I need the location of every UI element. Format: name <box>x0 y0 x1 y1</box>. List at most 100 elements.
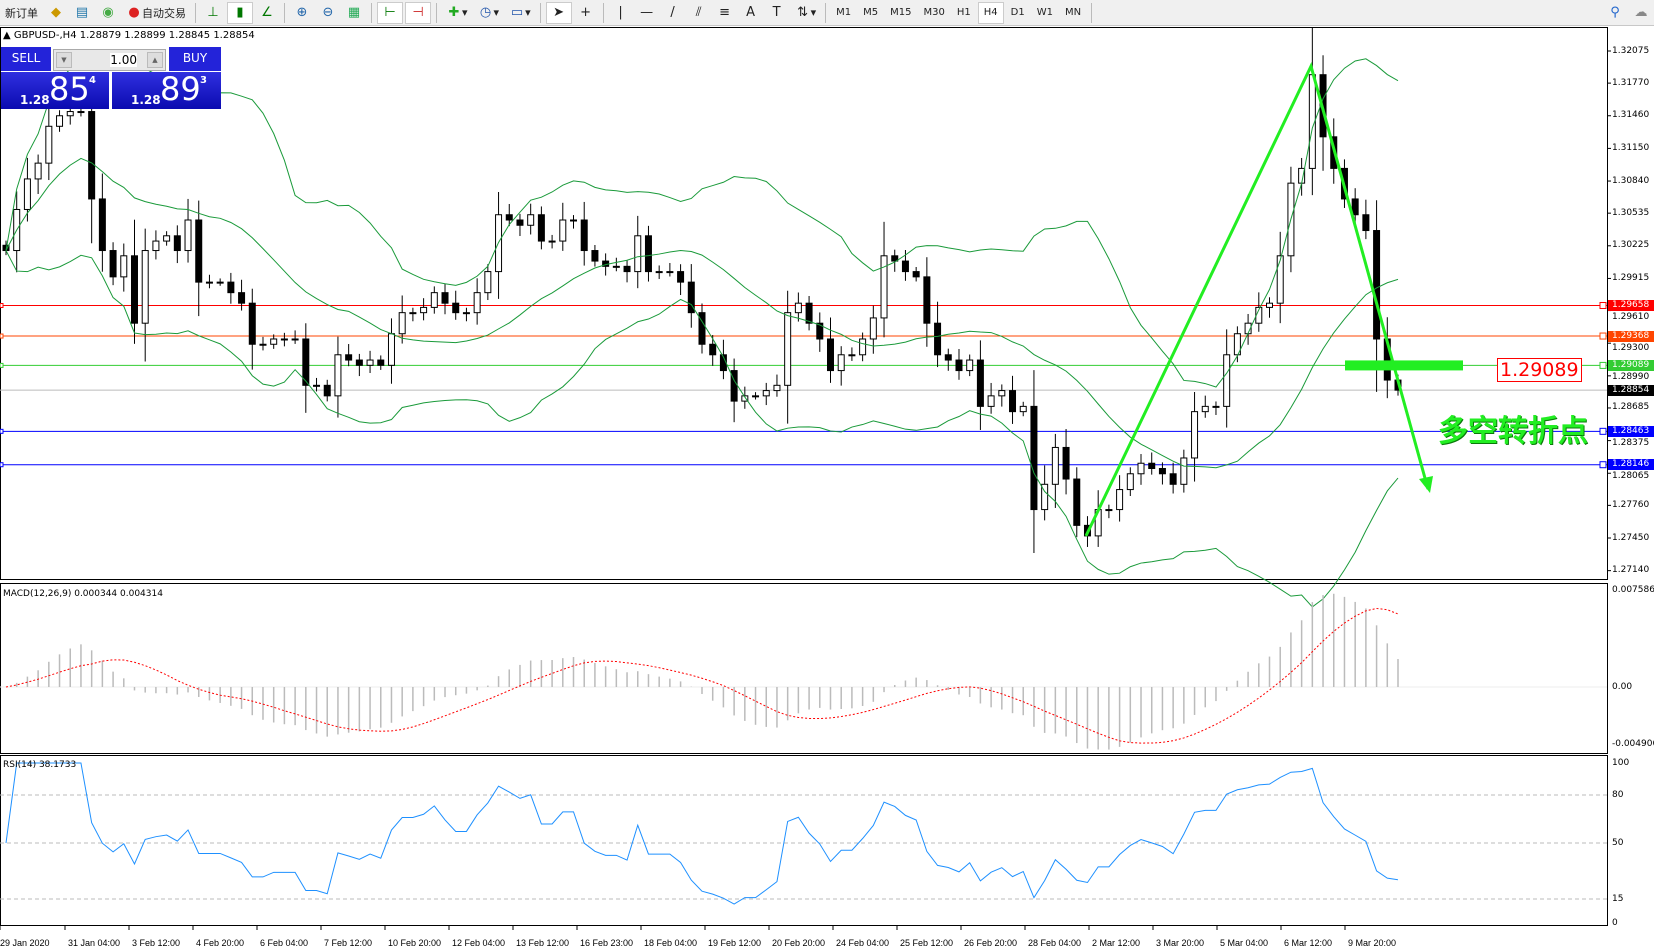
price-tag[interactable]: 1.28463 <box>1608 425 1654 437</box>
tile-windows-icon[interactable]: ▦ <box>347 4 361 20</box>
bullish-candle <box>794 302 802 314</box>
timeframe-d1[interactable]: D1 <box>1010 7 1025 18</box>
market-watch-icon[interactable]: ▤ <box>75 4 89 20</box>
sell-price[interactable]: 1.28 85 4 <box>1 70 109 109</box>
zoom-out-icon[interactable]: ⊖ <box>322 4 334 20</box>
trendline-icon[interactable]: / <box>670 4 675 20</box>
bearish-candle <box>934 322 942 356</box>
bullish-candle <box>612 265 620 268</box>
lot-decrease-button[interactable]: ▼ <box>56 52 72 68</box>
chart-canvas[interactable] <box>0 27 1654 947</box>
bar-chart-icon[interactable]: ⊥ <box>207 4 219 20</box>
timeframe-m5[interactable]: M5 <box>863 7 879 18</box>
price-tag[interactable]: 1.29658 <box>1608 300 1654 311</box>
lot-size-field[interactable]: ▼ 1.00 ▲ <box>53 49 166 71</box>
bearish-candle <box>1169 473 1177 485</box>
bearish-candle <box>826 338 834 372</box>
price-tag[interactable]: 1.29089 <box>1608 359 1654 371</box>
annotation-text[interactable]: 多空转折点 <box>1438 414 1588 449</box>
bearish-candle <box>805 302 813 324</box>
bullish-candle <box>527 214 535 226</box>
fibonacci-icon[interactable]: ≡ <box>719 4 731 20</box>
chart-shift-icon[interactable]: ⊢ <box>377 1 403 24</box>
price-axis-label: 1.28990 <box>1612 371 1650 382</box>
bearish-candle <box>955 359 963 372</box>
rsi-axis-label: 50 <box>1612 837 1624 848</box>
new-order-button[interactable]: 新订单 <box>5 6 38 20</box>
price-tag[interactable]: 1.28854 <box>1608 384 1654 396</box>
cursor-icon[interactable]: ➤ <box>545 1 572 24</box>
chat-icon[interactable]: ☁ <box>1634 4 1648 20</box>
line-chart-icon[interactable]: ∠ <box>261 4 273 20</box>
new-indicator-icon[interactable]: ✚ ▾ <box>448 4 468 20</box>
price-tag[interactable]: 1.29368 <box>1608 330 1654 342</box>
autoscroll-icon[interactable]: ⊣ <box>405 1 431 24</box>
price-axis-label: 1.28685 <box>1612 402 1650 413</box>
bollinger-middle-line <box>5 157 1399 469</box>
buy-price[interactable]: 1.28 89 3 <box>112 70 221 109</box>
bullish-candle <box>741 395 749 402</box>
line-handle <box>0 303 4 309</box>
rsi-panel-frame <box>0 755 1608 926</box>
timeframe-m30[interactable]: M30 <box>923 7 945 18</box>
text-label-icon[interactable]: T <box>772 4 781 20</box>
arrows-icon[interactable]: ⇅ ▾ <box>797 4 817 20</box>
buy-price-fraction: 3 <box>200 75 207 86</box>
text-icon[interactable]: A <box>746 4 756 20</box>
chart-window[interactable]: ▲ GBPUSD-,H4 1.28879 1.28899 1.28845 1.2… <box>0 27 1654 948</box>
bearish-candle <box>441 292 449 304</box>
gold-bars-icon[interactable]: ◆ <box>51 4 61 20</box>
candlestick-icon[interactable]: ▮ <box>227 1 253 24</box>
bullish-candle <box>848 354 856 357</box>
timeframe-h1[interactable]: H1 <box>956 7 971 18</box>
zoom-in-icon[interactable]: ⊕ <box>296 4 308 20</box>
price-axis-label: 1.31770 <box>1612 77 1650 88</box>
bearish-candle <box>323 384 331 397</box>
vertical-line-icon[interactable]: | <box>618 4 623 20</box>
lot-increase-button[interactable]: ▲ <box>147 52 163 68</box>
time-axis-label: 29 Jan 2020 <box>0 938 50 948</box>
bearish-candle <box>976 359 984 407</box>
bearish-candle <box>1073 478 1081 526</box>
chart-info: ▲ GBPUSD-,H4 1.28879 1.28899 1.28845 1.2… <box>3 30 255 41</box>
timeframe-m1[interactable]: M1 <box>836 7 852 18</box>
templates-icon[interactable]: ▭ ▾ <box>510 4 531 20</box>
bullish-candle <box>1051 446 1059 485</box>
collapse-triangle-icon[interactable]: ▲ <box>3 30 14 41</box>
bullish-candle <box>1116 489 1124 511</box>
signal-icon[interactable]: ◉ <box>102 4 114 20</box>
symbol-ohlc: GBPUSD-,H4 1.28879 1.28899 1.28845 1.288… <box>13 30 255 41</box>
bearish-candle <box>505 214 513 221</box>
auto-trading-button[interactable]: ● 自动交易 <box>122 2 190 24</box>
bullish-candle <box>77 111 85 114</box>
timeframe-mn[interactable]: MN <box>1064 7 1082 18</box>
bullish-candle <box>23 178 31 210</box>
line-handle <box>0 428 4 434</box>
timeframe-m15[interactable]: M15 <box>890 7 912 18</box>
horizontal-line-icon[interactable]: — <box>640 4 654 20</box>
annotation-price-label[interactable]: 1.29089 <box>1497 358 1582 382</box>
search-icon[interactable]: ⚲ <box>1610 4 1620 20</box>
bearish-candle <box>1373 230 1381 340</box>
time-axis-label: 25 Feb 12:00 <box>900 938 954 948</box>
sell-button[interactable]: SELL <box>1 47 51 71</box>
line-handle <box>1599 427 1607 435</box>
clock-icon[interactable]: ◷ ▾ <box>479 4 500 20</box>
buy-button[interactable]: BUY <box>169 47 221 71</box>
price-tag[interactable]: 1.28146 <box>1608 459 1654 471</box>
crosshair-icon[interactable]: + <box>580 4 592 20</box>
equidistant-channel-icon[interactable]: ⫽ <box>695 4 702 20</box>
time-axis-label: 4 Feb 20:00 <box>196 938 245 948</box>
time-axis-label: 16 Feb 23:00 <box>580 938 634 948</box>
timeframe-h4[interactable]: H4 <box>977 1 1004 24</box>
bullish-candle <box>880 255 888 319</box>
bullish-candle <box>762 390 770 397</box>
bullish-candle <box>280 338 288 341</box>
bearish-candle <box>709 343 717 356</box>
timeframe-w1[interactable]: W1 <box>1036 7 1053 18</box>
arrow-head-icon <box>1419 476 1433 493</box>
bullish-candle <box>45 125 53 164</box>
rsi-axis-label: 80 <box>1612 789 1624 800</box>
bullish-candle <box>998 390 1006 397</box>
bearish-candle <box>302 338 310 386</box>
